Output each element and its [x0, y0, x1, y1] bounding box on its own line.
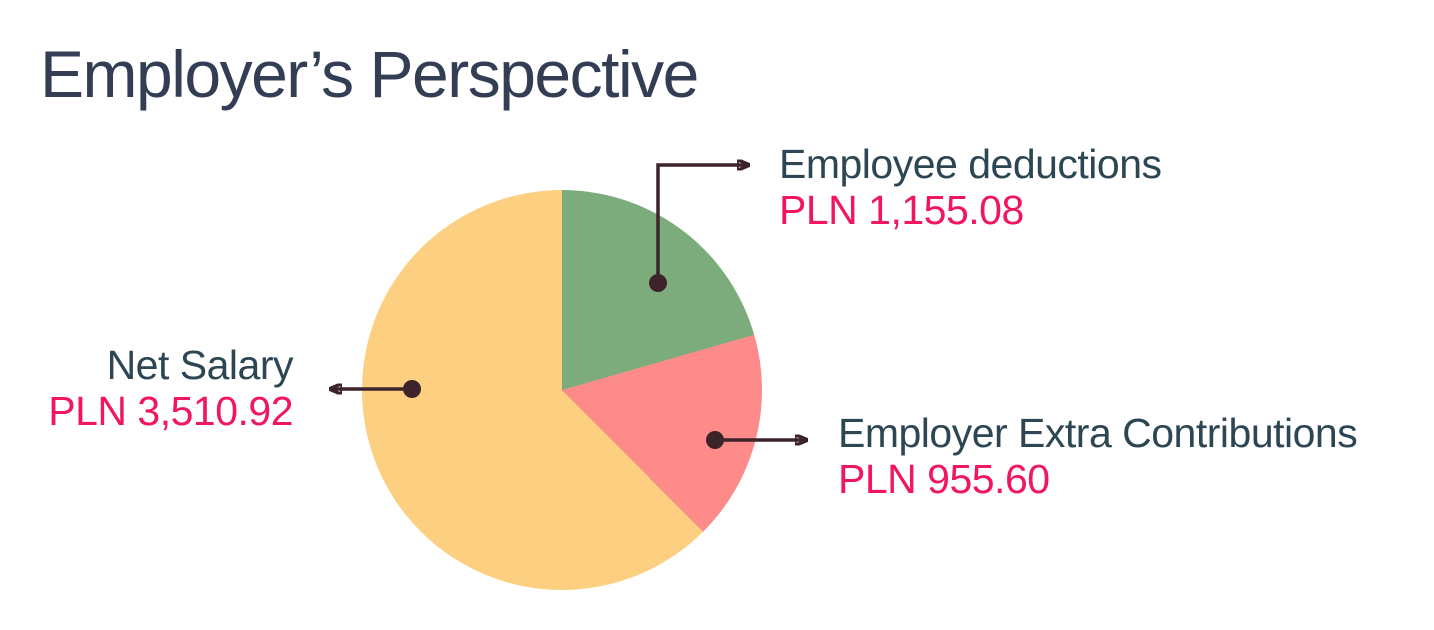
pie-chart: [362, 190, 762, 590]
callout-value: PLN 955.60: [838, 456, 1050, 502]
callout-label: Employer Extra Contributions: [838, 410, 1358, 456]
callout-employer-extra-contributions: Employer Extra Contributions PLN 955.60: [838, 410, 1358, 502]
callout-value: PLN 1,155.08: [779, 187, 1024, 233]
callout-label: Net Salary: [106, 342, 294, 388]
callout-net-salary: Net Salary PLN 3,510.92: [42, 342, 293, 434]
page-title: Employer’s Perspective: [40, 37, 699, 111]
callout-label: Employee deductions: [779, 141, 1162, 187]
callout-value: PLN 3,510.92: [48, 388, 293, 434]
callout-employee-deductions: Employee deductions PLN 1,155.08: [779, 141, 1162, 233]
